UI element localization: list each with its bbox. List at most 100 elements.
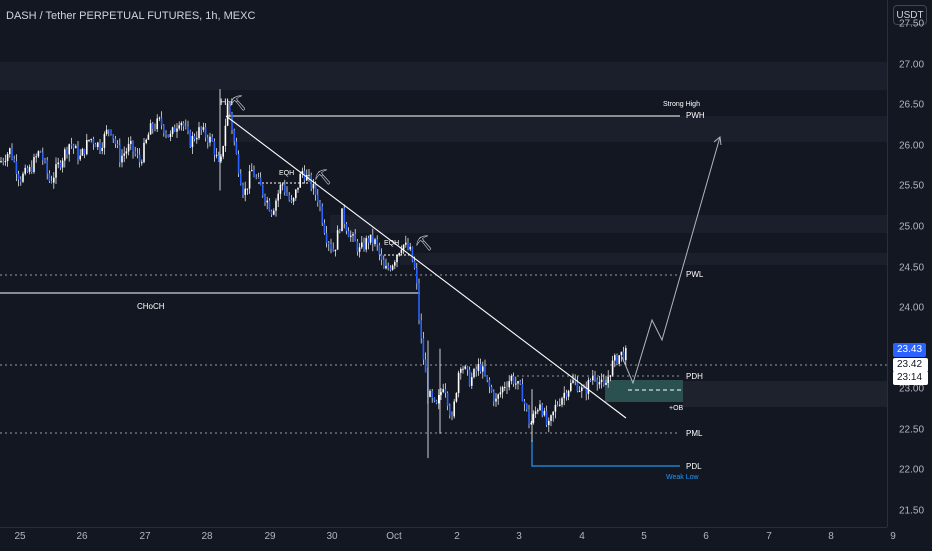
- candle-body: [394, 262, 396, 266]
- candle-body: [123, 153, 125, 156]
- candle-body: [435, 400, 438, 404]
- candle-body: [213, 141, 216, 156]
- candle-body: [594, 376, 596, 380]
- candle-body: [611, 360, 614, 376]
- candle-body: [585, 388, 587, 394]
- candle-body: [165, 133, 167, 135]
- candle-body: [152, 123, 154, 129]
- candle-body: [97, 142, 99, 148]
- price-axis[interactable]: [887, 0, 932, 527]
- candle-body: [125, 151, 128, 154]
- candle-body: [455, 393, 458, 402]
- candle-body: [114, 138, 117, 144]
- candle-body: [537, 410, 539, 412]
- candle-body: [132, 140, 134, 152]
- candle-body: [523, 401, 526, 405]
- candle-body: [83, 148, 86, 155]
- projection-arrow-head: [713, 136, 722, 146]
- candle-body: [385, 265, 387, 269]
- time-tick-label: 8: [828, 531, 834, 542]
- candle-body: [440, 392, 442, 396]
- candle-body: [171, 127, 174, 134]
- candle-body: [79, 155, 81, 160]
- candle-body: [103, 133, 106, 148]
- candle-body: [191, 136, 194, 148]
- candle-body: [158, 117, 161, 119]
- candle-body: [556, 404, 559, 406]
- candle-body: [268, 200, 271, 211]
- candle-body: [42, 152, 44, 161]
- candle-body: [290, 199, 293, 202]
- candle-body: [299, 173, 301, 188]
- candle-body: [460, 368, 462, 373]
- candle-body: [198, 127, 200, 139]
- candle-body: [105, 129, 108, 134]
- candle-body: [431, 391, 433, 399]
- candle-body: [257, 177, 260, 179]
- currency-button[interactable]: USDT: [893, 5, 927, 25]
- candles: [0, 89, 627, 459]
- zone-pwh: [230, 116, 887, 142]
- candle-body: [119, 145, 121, 163]
- candle-body: [347, 230, 350, 237]
- chart-title: DASH / Tether PERPETUAL FUTURES, 1h, MEX…: [6, 10, 256, 22]
- candle-body: [497, 394, 499, 399]
- candle-body: [48, 173, 51, 182]
- candle-body: [2, 161, 4, 163]
- candle-body: [515, 383, 517, 385]
- candle-body: [53, 177, 55, 183]
- price-tick-label: 25.00: [899, 221, 925, 233]
- candle-body: [248, 171, 251, 189]
- candle-body: [163, 125, 165, 134]
- candle-body: [22, 173, 24, 182]
- candle-body: [517, 381, 519, 384]
- candle-body: [200, 127, 202, 130]
- candle-body: [321, 206, 323, 224]
- candle-body: [519, 381, 521, 385]
- candle-body: [193, 136, 196, 140]
- pdh-label: PDH: [686, 372, 703, 381]
- candle-body: [391, 265, 394, 270]
- candle-body: [319, 202, 321, 207]
- candle-body: [479, 364, 482, 372]
- time-axis[interactable]: [0, 527, 887, 551]
- candle-body: [512, 376, 515, 384]
- candle-body: [121, 155, 123, 163]
- candle-body: [251, 169, 253, 172]
- candle-body: [90, 138, 92, 140]
- candle-body: [279, 184, 282, 194]
- candle-body: [418, 283, 420, 321]
- time-tick-label: 6: [703, 531, 709, 542]
- candle-body: [330, 244, 332, 249]
- pdl-label: PDL: [686, 462, 702, 471]
- candle-body: [380, 254, 383, 260]
- candle-body: [134, 151, 136, 154]
- candle-body: [174, 127, 176, 132]
- price-tick-label: 24.50: [899, 262, 925, 274]
- weak-low-label: Weak Low: [666, 474, 699, 481]
- candle-body: [620, 351, 623, 356]
- candle-body: [240, 173, 242, 185]
- candle-body: [0, 161, 2, 163]
- candle-body: [72, 144, 75, 149]
- candle-body: [622, 351, 625, 361]
- candle-body: [323, 223, 326, 234]
- candle-body: [266, 200, 268, 203]
- candle-body: [255, 176, 257, 178]
- candle-body: [378, 244, 381, 255]
- candle-body: [286, 192, 288, 196]
- candle-body: [468, 369, 471, 386]
- time-tick-label: 9: [890, 531, 896, 542]
- candle-body: [565, 392, 568, 397]
- candle-body: [77, 146, 79, 160]
- candle-body: [451, 415, 453, 417]
- candle-body: [33, 157, 35, 173]
- time-tick-label: 25: [14, 531, 26, 542]
- candle-body: [209, 136, 211, 143]
- candle-body: [361, 242, 363, 248]
- candle-body: [581, 387, 583, 392]
- candle-body: [372, 234, 374, 245]
- time-tick-label: 28: [201, 531, 213, 542]
- candle-body: [325, 233, 328, 243]
